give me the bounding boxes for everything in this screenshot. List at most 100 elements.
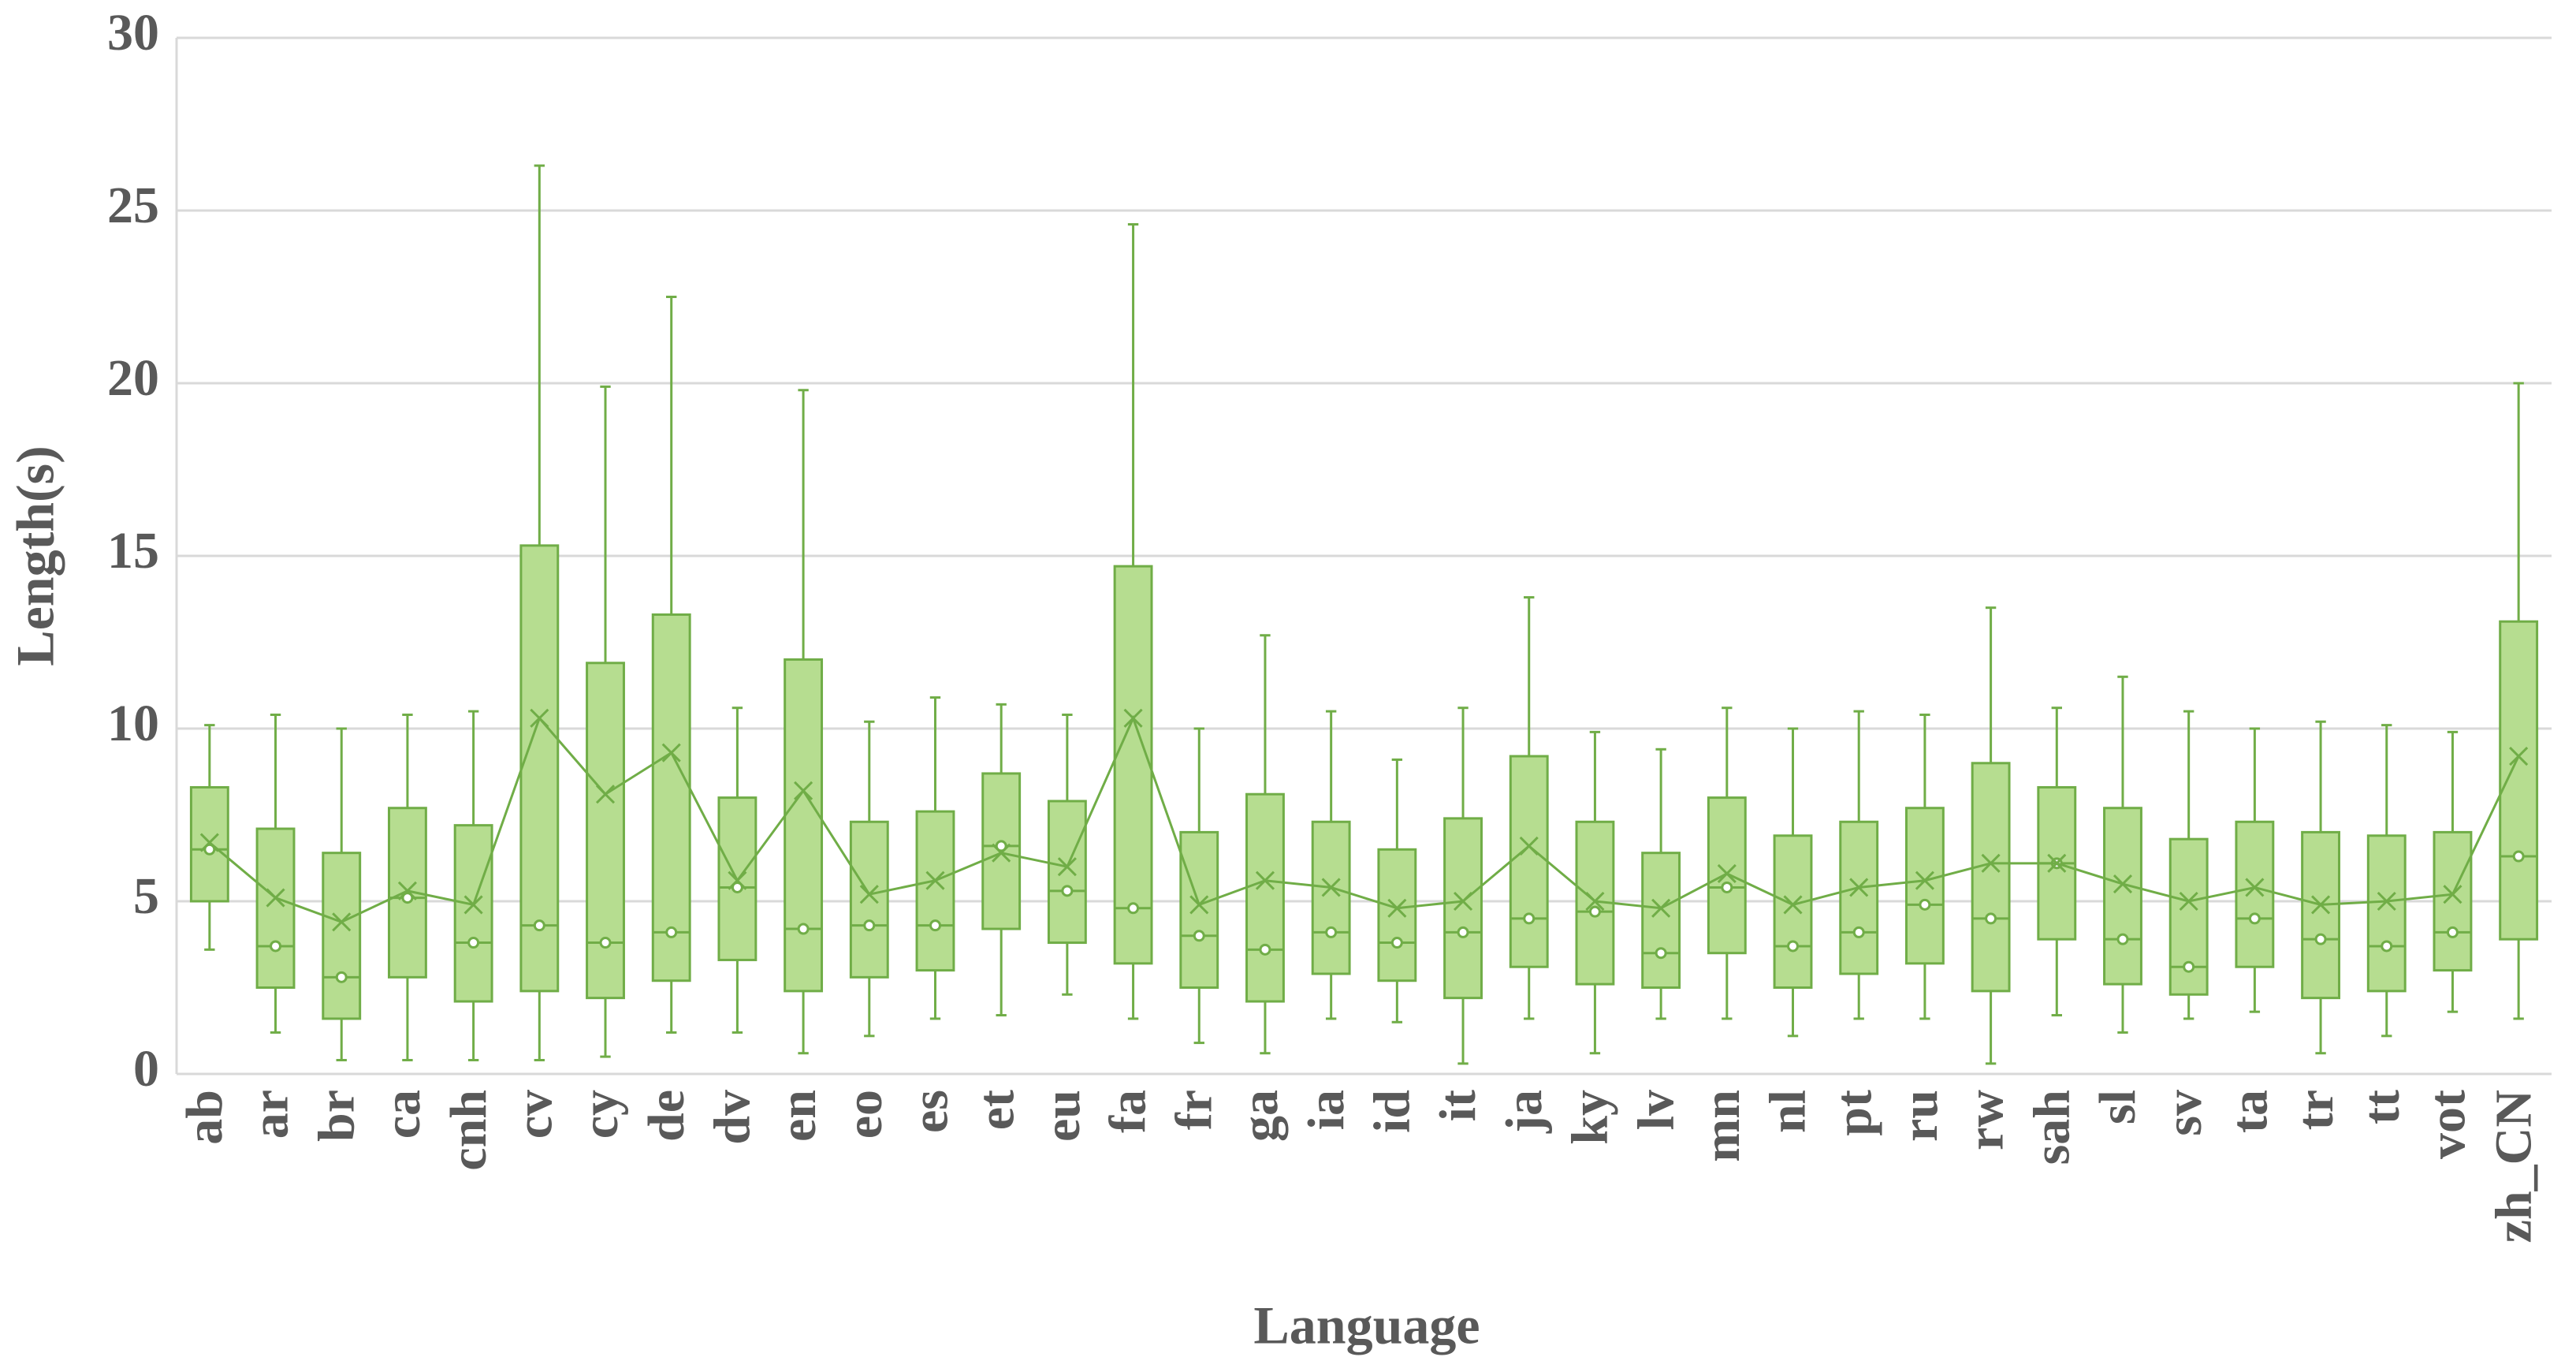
x-tick-label: nl [1759, 1090, 1817, 1133]
median-dot [1985, 912, 1997, 925]
box [453, 824, 493, 1003]
x-tick-label: mn [1693, 1090, 1751, 1162]
box [1971, 762, 2011, 993]
median-dot [2183, 960, 2195, 973]
median-dot [863, 919, 876, 932]
box [849, 820, 889, 979]
box [1707, 796, 1747, 955]
median-dot [1457, 926, 1469, 938]
y-tick-label: 5 [133, 867, 159, 925]
box [322, 852, 362, 1020]
y-axis-title: Length(s) [6, 446, 65, 666]
median-dot [1390, 937, 1403, 949]
box [1245, 792, 1285, 1003]
box [1113, 565, 1153, 965]
box [255, 827, 296, 990]
x-tick-label: ca [374, 1090, 431, 1139]
median-dot [401, 892, 414, 904]
median-dot [1852, 926, 1865, 938]
box [2433, 830, 2473, 972]
median-dot [335, 971, 348, 983]
median-dot [533, 919, 545, 932]
y-tick-label: 15 [107, 522, 159, 580]
median-dot [2116, 933, 2129, 945]
x-tick-label: sah [2023, 1090, 2080, 1165]
x-tick-label: ia [1297, 1090, 1355, 1130]
x-tick-label: cy [571, 1090, 629, 1139]
x-axis-title: Language [1253, 1296, 1480, 1355]
x-tick-label: eo [836, 1090, 893, 1139]
median-dot [2512, 850, 2525, 863]
median-dot [1325, 926, 1338, 938]
median-dot [731, 881, 743, 893]
box [2235, 820, 2275, 968]
x-tick-label: zh_CN [2485, 1090, 2542, 1243]
box [1311, 820, 1351, 975]
median-dot [2446, 926, 2459, 938]
x-tick-label: de [638, 1090, 695, 1142]
median-dot [2248, 912, 2261, 925]
median-dot [995, 840, 1007, 852]
median-dot [665, 926, 678, 938]
box [2103, 807, 2142, 986]
median-dot [2381, 940, 2393, 953]
x-tick-label: ta [2221, 1090, 2279, 1133]
median-dot [929, 919, 941, 932]
y-tick-label: 10 [107, 695, 159, 752]
x-tick-label: tt [2353, 1090, 2410, 1124]
x-tick-label: lv [1627, 1090, 1684, 1130]
median-dot [797, 923, 810, 935]
box [1904, 807, 1945, 965]
median-dot [1193, 930, 1205, 942]
median-dot [1919, 898, 1931, 911]
median-dot [1721, 881, 1733, 893]
box [2366, 834, 2407, 993]
x-tick-label: vot [2419, 1090, 2477, 1159]
x-tick-label: br [307, 1090, 365, 1142]
x-tick-label: ar [242, 1090, 300, 1139]
box [784, 658, 824, 993]
median-dot [1588, 905, 1601, 918]
box [1773, 834, 1813, 990]
x-tick-label: et [967, 1090, 1025, 1130]
x-tick-label: sl [2089, 1090, 2146, 1124]
median-dot [1061, 885, 1074, 897]
median-dot [1127, 902, 1140, 915]
box [2301, 830, 2341, 1000]
box [1047, 800, 1087, 945]
median-dot [1523, 912, 1536, 925]
median-dot [599, 937, 612, 949]
x-tick-label: tr [2287, 1090, 2344, 1130]
x-tick-label: ga [1231, 1090, 1289, 1142]
y-tick-label: 0 [133, 1040, 159, 1098]
x-tick-label: sv [2155, 1090, 2213, 1136]
y-tick-label: 20 [107, 349, 159, 407]
x-tick-label: ky [1562, 1090, 1619, 1145]
x-tick-label: ja [1495, 1090, 1553, 1134]
median-dot [2314, 933, 2327, 945]
x-tick-label: cnh [440, 1090, 497, 1171]
x-tick-label: fa [1100, 1090, 1157, 1133]
box [1443, 817, 1483, 1000]
box [1179, 830, 1219, 990]
x-tick-label: ru [1891, 1090, 1949, 1142]
median-dot [467, 937, 480, 949]
x-tick-label: en [769, 1090, 827, 1142]
median-dot [203, 843, 216, 856]
box [1839, 820, 1879, 975]
x-tick-label: cv [505, 1090, 563, 1139]
median-dot [270, 940, 282, 953]
x-tick-label: dv [704, 1090, 761, 1145]
box [1377, 848, 1417, 982]
x-tick-label: fr [1165, 1090, 1223, 1130]
x-tick-label: pt [1825, 1090, 1882, 1136]
y-tick-label: 25 [107, 177, 159, 234]
box [915, 810, 955, 972]
x-tick-label: eu [1033, 1090, 1091, 1142]
median-dot [1655, 947, 1667, 960]
x-tick-label: es [902, 1090, 959, 1133]
box [651, 613, 691, 982]
x-tick-label: it [1429, 1090, 1487, 1121]
mean-line [208, 714, 2520, 923]
box [1509, 755, 1549, 968]
